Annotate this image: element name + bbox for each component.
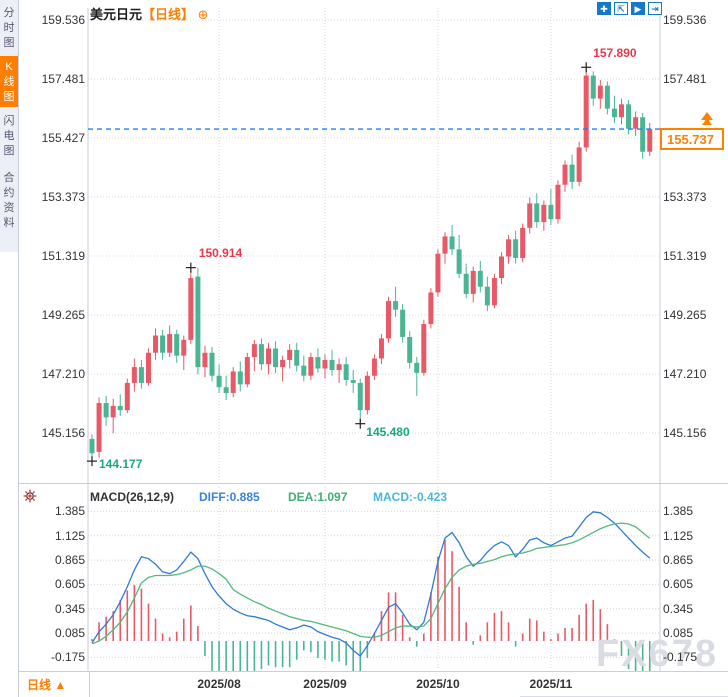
macd-axis-label: 1.125 xyxy=(663,528,694,543)
period-arrow-icon: ▲ xyxy=(54,678,67,692)
macd-dea-value: DEA:1.097 xyxy=(288,490,348,504)
price-axis-label: 159.536 xyxy=(41,13,85,27)
price-annotation-150.914: 150.914 xyxy=(198,245,243,260)
sidebar: 分时图 K线图 闪电图 合约资料 xyxy=(0,0,19,697)
macd-settings-icon[interactable] xyxy=(23,489,37,503)
candles xyxy=(89,67,653,462)
sidebar-tab-timeline[interactable]: 分时图 xyxy=(3,7,15,49)
extreme-markers xyxy=(87,62,592,467)
plot-frame xyxy=(87,8,661,671)
price-axis-label: 153.373 xyxy=(663,190,707,204)
price-axis-label: 147.210 xyxy=(663,367,707,381)
macd-axis-label: 0.865 xyxy=(663,553,694,568)
macd-axis-label: 0.865 xyxy=(54,553,85,568)
macd-dea-line xyxy=(91,522,651,645)
macd-axis-label: 1.385 xyxy=(663,504,694,519)
gridlines xyxy=(88,8,660,668)
macd-axis-label: 0.085 xyxy=(54,626,85,641)
macd-axis-label: 0.605 xyxy=(663,577,694,592)
period-selector[interactable]: 日线 ▲ xyxy=(19,672,90,697)
x-axis-label-2025/10: 2025/10 xyxy=(416,677,460,691)
x-axis-label-2025/11: 2025/11 xyxy=(529,677,573,691)
price-axis-label: 155.427 xyxy=(41,131,85,145)
macd-histogram xyxy=(91,539,651,690)
sidebar-tab-contract-info[interactable]: 合约资料 xyxy=(3,172,15,229)
period-label: 日线 xyxy=(27,678,52,692)
macd-axis-label: 1.125 xyxy=(54,528,85,543)
macd-axis-label: 0.605 xyxy=(54,577,85,592)
price-axis-label: 159.536 xyxy=(663,13,707,27)
price-axis-label: 157.481 xyxy=(41,72,85,87)
bottom-bar: 日线 ▲ 2025/08 2025/09 2025/10 2025/11 xyxy=(19,671,728,697)
period-tag: 【日线】 xyxy=(142,7,195,22)
price-axis-label: 153.373 xyxy=(41,190,85,204)
price-axis-label: 149.265 xyxy=(663,307,707,322)
price-axis-label: 157.481 xyxy=(663,72,707,87)
macd-axis-label: 1.385 xyxy=(54,504,85,519)
auto-scroll-icon[interactable]: ▶ xyxy=(631,2,645,15)
axis-scale-icon[interactable]: ⇱ xyxy=(614,2,628,15)
x-axis-label-2025/09: 2025/09 xyxy=(303,677,347,691)
macd-axis-label: 0.085 xyxy=(663,626,694,641)
macd-axis-label: -0.175 xyxy=(50,650,85,665)
price-annotation-145.480: 145.480 xyxy=(366,424,410,439)
price-annotation-157.890: 157.890 xyxy=(593,46,637,61)
macd-axis-label: 0.345 xyxy=(663,601,694,616)
panel-divider xyxy=(19,483,728,484)
price-axis-label: 149.265 xyxy=(41,307,85,322)
price-axis-label: 151.319 xyxy=(41,248,85,263)
price-annotation-144.177: 144.177 xyxy=(99,457,143,472)
price-axis-label: 145.156 xyxy=(663,426,707,440)
pan-move-icon[interactable]: ✚ xyxy=(597,2,611,15)
sidebar-tab-lightning[interactable]: 闪电图 xyxy=(3,115,15,157)
sidebar-tab-kline[interactable]: K线图 xyxy=(0,56,18,107)
watermark: FX678 xyxy=(596,633,718,675)
go-latest-icon[interactable]: ⇥ xyxy=(648,2,662,15)
macd-diff-line xyxy=(91,511,651,657)
price-axis-label: 151.319 xyxy=(663,248,707,263)
chart-toolbar: ✚ ⇱ ▶ ⇥ xyxy=(597,2,662,16)
price-axis-label: 145.156 xyxy=(41,426,85,440)
current-price-box: 155.737 xyxy=(660,128,724,150)
macd-axis-label: 0.345 xyxy=(54,601,85,616)
macd-params-label: MACD(26,12,9) xyxy=(90,490,175,504)
add-indicator-icon[interactable]: ⊕ xyxy=(197,7,209,22)
symbol-name: 美元日元 xyxy=(90,7,143,22)
chart-title: 美元日元【日线】 ⊕ xyxy=(90,4,209,23)
price-axis-label: 147.210 xyxy=(41,367,85,381)
macd-diff-value: DIFF:0.885 xyxy=(199,490,260,504)
macd-axis-label: -0.175 xyxy=(663,650,698,665)
latest-price-arrow-icon[interactable] xyxy=(699,111,715,127)
macd-macd-value: MACD:-0.423 xyxy=(373,490,448,504)
x-axis-label-2025/08: 2025/08 xyxy=(197,677,241,691)
